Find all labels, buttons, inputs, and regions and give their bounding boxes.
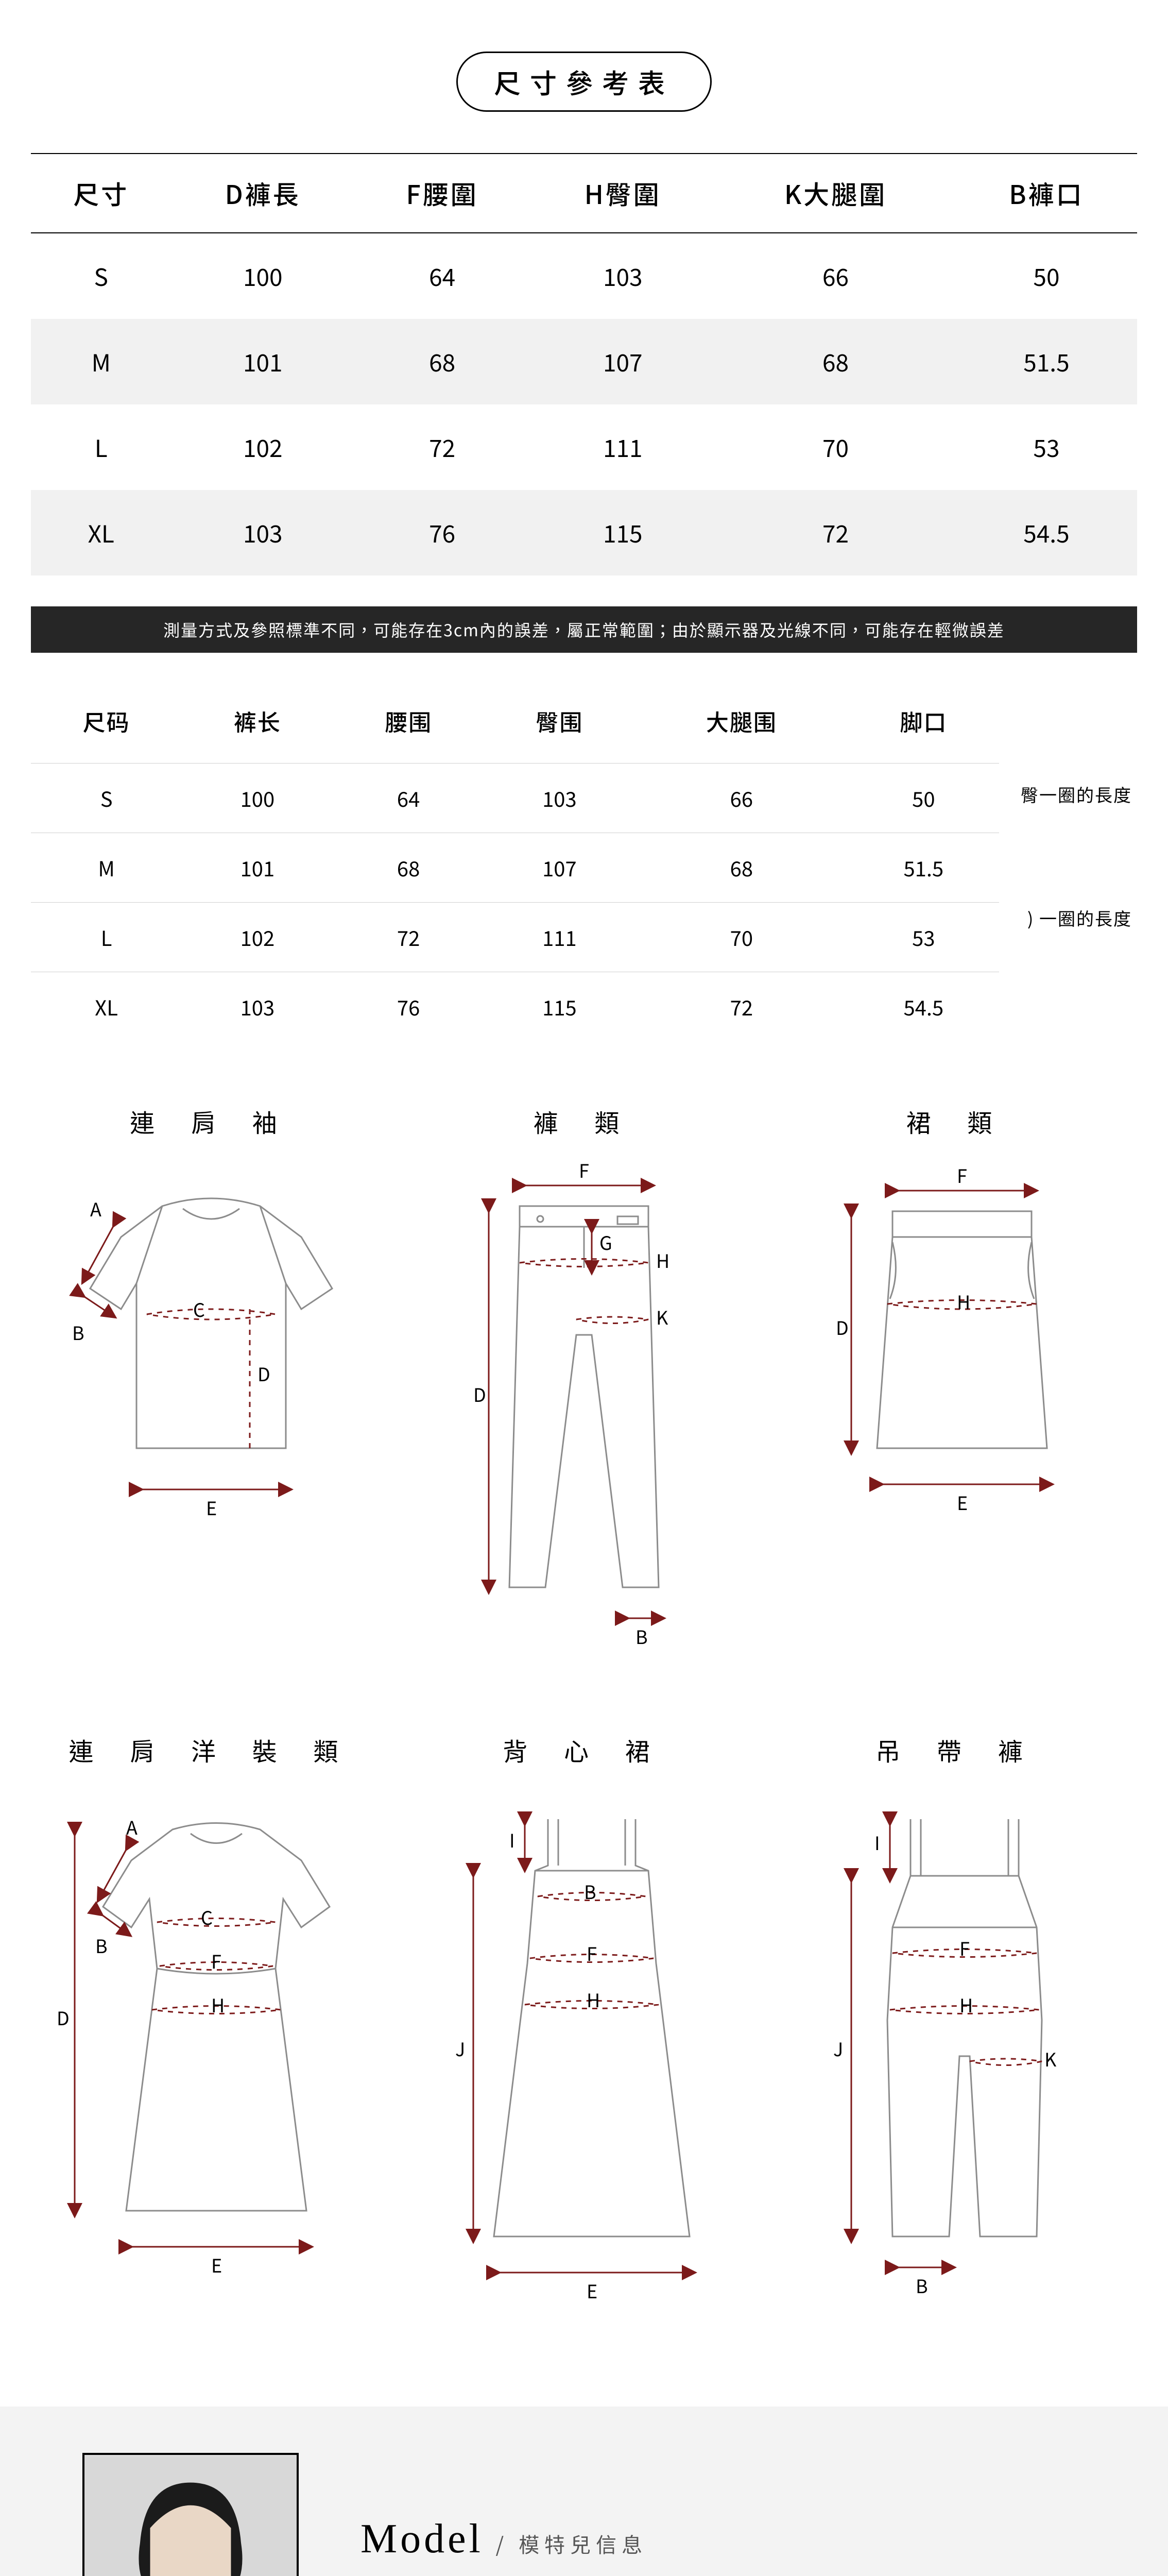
- skirt-icon: F H D E: [789, 1160, 1124, 1531]
- svg-text:H: H: [587, 1986, 600, 2013]
- svg-text:K: K: [656, 1303, 668, 1330]
- diagram-skirt: 裙 類 F H D: [777, 1103, 1137, 1649]
- cami-dress-icon: I B F H J E: [417, 1788, 751, 2303]
- diagram-cami-dress: 背 心 裙 I: [404, 1732, 764, 2303]
- diagram-title: 褲 類: [404, 1103, 764, 1139]
- svg-text:E: E: [587, 2277, 597, 2303]
- diagram-title: 連 肩 袖: [31, 1103, 391, 1139]
- svg-text:B: B: [72, 1319, 84, 1346]
- svg-text:D: D: [836, 1314, 849, 1341]
- table-header-row: 尺寸 D褲長 F腰圍 H臀圍 K大腿圍 B褲口: [31, 154, 1137, 233]
- svg-text:H: H: [957, 1288, 970, 1315]
- svg-text:F: F: [959, 1935, 970, 1961]
- svg-text:F: F: [587, 1940, 597, 1967]
- diagram-dress: 連 肩 洋 裝 類: [31, 1732, 391, 2303]
- page-title: 尺寸參考表: [456, 52, 712, 112]
- svg-text:F: F: [957, 1162, 967, 1189]
- model-heading: Model: [360, 2516, 484, 2562]
- measurement-note: 測量方式及參照標準不同，可能存在3cm內的誤差，屬正常範圍；由於顯示器及光線不同…: [31, 606, 1137, 653]
- svg-text:H: H: [211, 1991, 225, 2018]
- svg-text:E: E: [211, 2251, 222, 2278]
- size-table-sub: 尺码 裤长 腰围 臀围 大腿围 脚口 S100641036650 M101681…: [31, 689, 999, 1041]
- diagram-title: 連 肩 洋 裝 類: [31, 1732, 391, 1768]
- svg-text:B: B: [635, 1623, 648, 1649]
- table-row: S100641036650: [31, 233, 1137, 319]
- table-row: XL103761157254.5: [31, 972, 999, 1042]
- svg-text:A: A: [126, 1814, 138, 1840]
- svg-text:E: E: [957, 1489, 968, 1516]
- dress-icon: A B C F H D E: [44, 1788, 379, 2278]
- table-row: L102721117053: [31, 404, 1137, 490]
- col-b: B褲口: [956, 154, 1137, 233]
- avatar: @蹦蹦: [82, 2453, 299, 2576]
- svg-text:E: E: [206, 1494, 217, 1521]
- svg-text:B: B: [95, 1932, 108, 1959]
- table-row: S100641036650: [31, 764, 999, 833]
- table-row: L102721117053: [31, 903, 999, 972]
- diagram-grid: 連 肩 袖: [31, 1103, 1137, 2303]
- col-size: 尺寸: [31, 154, 171, 233]
- side-note-2: ) 一圈的長度: [1027, 905, 1132, 930]
- svg-text:H: H: [656, 1247, 669, 1274]
- svg-text:A: A: [90, 1195, 101, 1222]
- model-info-section: @蹦蹦 Model / 模特兒信息 身高：168cm 試穿尺寸：M/均碼 體重：…: [0, 2406, 1168, 2576]
- svg-text:J: J: [833, 2035, 843, 2062]
- table-row: M101681076851.5: [31, 319, 1137, 404]
- size-table-main: 尺寸 D褲長 F腰圍 H臀圍 K大腿圍 B褲口 S100641036650 M1…: [31, 153, 1137, 575]
- diagram-pants: 褲 類: [404, 1103, 764, 1649]
- overalls-icon: I F H K J B: [789, 1788, 1124, 2303]
- model-subheading: / 模特兒信息: [495, 2529, 647, 2558]
- svg-text:J: J: [455, 2035, 465, 2062]
- svg-text:F: F: [211, 1947, 221, 1974]
- svg-text:B: B: [584, 1878, 596, 1905]
- table-header-row: 尺码 裤长 腰围 臀围 大腿围 脚口: [31, 689, 999, 764]
- col-d: D褲長: [171, 154, 354, 233]
- diagram-title: 背 心 裙: [404, 1732, 764, 1768]
- table-row: M101681076851.5: [31, 833, 999, 903]
- svg-text:C: C: [193, 1296, 205, 1323]
- diagram-raglan: 連 肩 袖: [31, 1103, 391, 1649]
- col-k: K大腿圍: [715, 154, 956, 233]
- svg-text:C: C: [201, 1904, 213, 1930]
- svg-text:I: I: [874, 1829, 880, 1856]
- diagram-title: 裙 類: [777, 1103, 1137, 1139]
- col-h: H臀圍: [530, 154, 715, 233]
- svg-text:K: K: [1044, 2045, 1057, 2072]
- raglan-icon: A B C D E: [44, 1160, 379, 1531]
- svg-text:H: H: [959, 1991, 973, 2018]
- pants-icon: F G H K D B: [417, 1160, 751, 1649]
- svg-text:D: D: [57, 2004, 70, 2031]
- avatar-image: [84, 2455, 297, 2576]
- col-f: F腰圍: [354, 154, 530, 233]
- diagram-title: 吊 帶 褲: [777, 1732, 1137, 1768]
- table-row: XL103761157254.5: [31, 490, 1137, 575]
- svg-text:G: G: [599, 1229, 612, 1256]
- svg-text:B: B: [916, 2272, 928, 2299]
- svg-text:F: F: [579, 1160, 589, 1183]
- svg-text:I: I: [509, 1826, 515, 1853]
- diagram-overalls: 吊 帶 褲: [777, 1732, 1137, 2303]
- side-note-1: 臀一圈的長度: [1021, 782, 1132, 807]
- svg-text:D: D: [473, 1381, 486, 1408]
- model-details: Model / 模特兒信息 身高：168cm 試穿尺寸：M/均碼 體重：43kg: [360, 2516, 1081, 2576]
- svg-text:D: D: [257, 1360, 270, 1387]
